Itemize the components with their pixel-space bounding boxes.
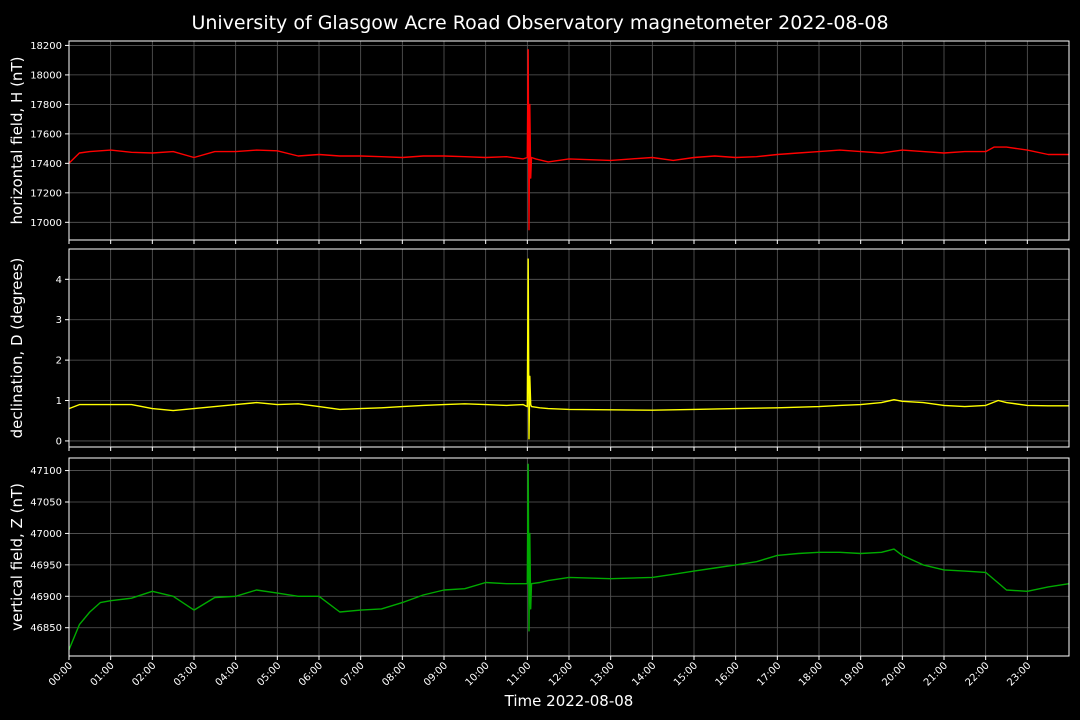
y-tick-label: 46950 <box>30 560 62 571</box>
y-tick-label: 47050 <box>30 498 62 509</box>
y-tick-label: 17000 <box>30 218 62 229</box>
y-tick-label: 18000 <box>30 70 62 81</box>
y-axis-label: vertical field, Z (nT) <box>8 483 26 631</box>
y-tick-label: 3 <box>56 315 62 326</box>
series-line-2 <box>68 258 1069 440</box>
y-tick-label: 17400 <box>30 159 62 170</box>
y-tick-label: 46850 <box>30 623 62 634</box>
y-tick-label: 17600 <box>30 129 62 140</box>
series-line-1 <box>68 49 1069 231</box>
y-tick-label: 0 <box>56 436 62 447</box>
panel-3: 46850 46900 46950 47000 47050 47100 vertical f… <box>8 457 1070 660</box>
panel-2: 0 1 2 3 4 declination, D (degrees) <box>8 248 1070 451</box>
axes-frame <box>68 40 1070 241</box>
axes-frame <box>68 248 1070 448</box>
y-tick-label: 17800 <box>30 100 62 111</box>
y-axis-label: horizontal field, H (nT) <box>8 57 26 225</box>
y-tick-label: 17200 <box>30 188 62 199</box>
y-tick-label: 18200 <box>30 41 62 52</box>
y-tick-label: 47100 <box>30 466 62 477</box>
chart-title: University of Glasgow Acre Road Observat… <box>191 12 888 34</box>
y-tick-label: 1 <box>56 396 62 407</box>
x-axis-label: Time 2022-08-08 <box>504 692 634 710</box>
series-line-3 <box>68 463 1070 650</box>
panel-1: 17000 17200 17400 17600 17800 18000 18200 horiz… <box>8 40 1070 244</box>
axes-frame <box>68 457 1070 657</box>
y-axis-label: declination, D (degrees) <box>8 258 26 439</box>
y-tick-label: 2 <box>56 356 62 367</box>
y-tick-label: 4 <box>56 275 62 286</box>
y-tick-label: 47000 <box>30 529 62 540</box>
y-tick-label: 46900 <box>30 592 62 603</box>
